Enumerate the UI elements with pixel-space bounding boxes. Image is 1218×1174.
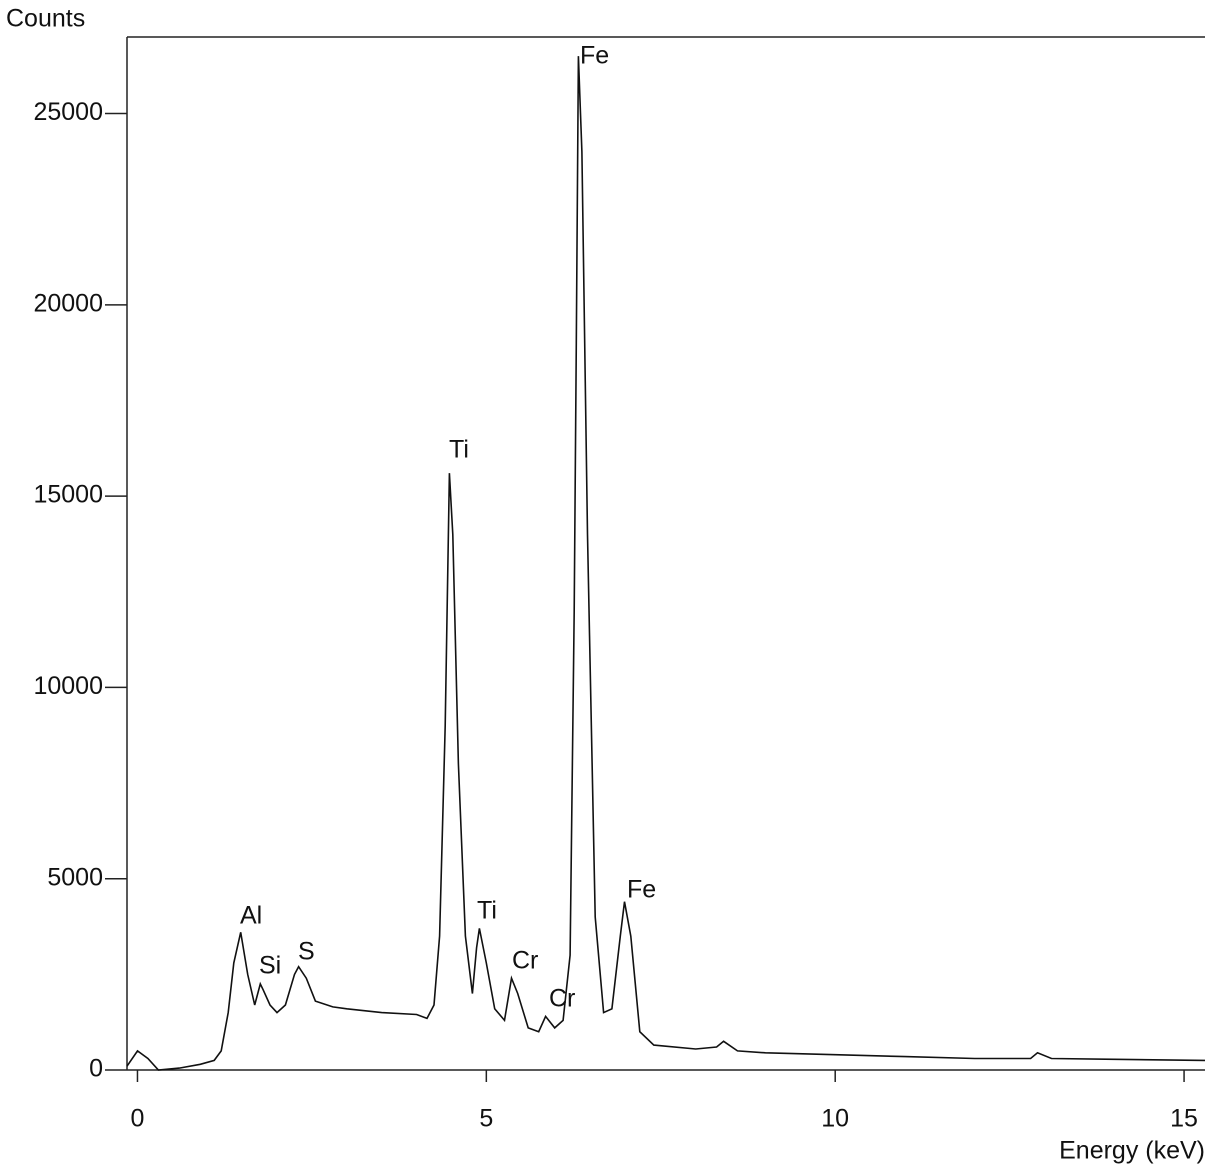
y-tick-label: 5000 <box>47 863 103 891</box>
peak-label: Cr <box>549 985 575 1013</box>
peak-label: Al <box>240 902 262 930</box>
x-tick-label: 15 <box>1170 1105 1198 1133</box>
y-tick-label: 0 <box>89 1055 103 1083</box>
peak-label: Cr <box>512 947 538 975</box>
y-tick-label: 20000 <box>33 289 103 317</box>
spectrum-line <box>127 56 1205 1070</box>
peak-label: Si <box>259 952 281 980</box>
x-tick-label: 0 <box>131 1105 145 1133</box>
peak-label: Ti <box>477 897 497 925</box>
chart: Counts Energy (keV) 0 5000 10000 15000 20000… <box>0 0 1218 1174</box>
y-tick-label: 10000 <box>33 672 103 700</box>
x-axis-label: Energy (keV) <box>1059 1137 1205 1165</box>
y-tick-label: 25000 <box>33 98 103 126</box>
x-tick-label: 10 <box>821 1105 849 1133</box>
x-tick-label: 5 <box>479 1105 493 1133</box>
y-tick-label: 15000 <box>33 481 103 509</box>
peak-label: Ti <box>449 436 469 464</box>
peak-label: Fe <box>580 42 609 70</box>
y-axis-label: Counts <box>6 5 85 33</box>
peak-label: S <box>298 938 315 966</box>
peak-label: Fe <box>627 876 656 904</box>
